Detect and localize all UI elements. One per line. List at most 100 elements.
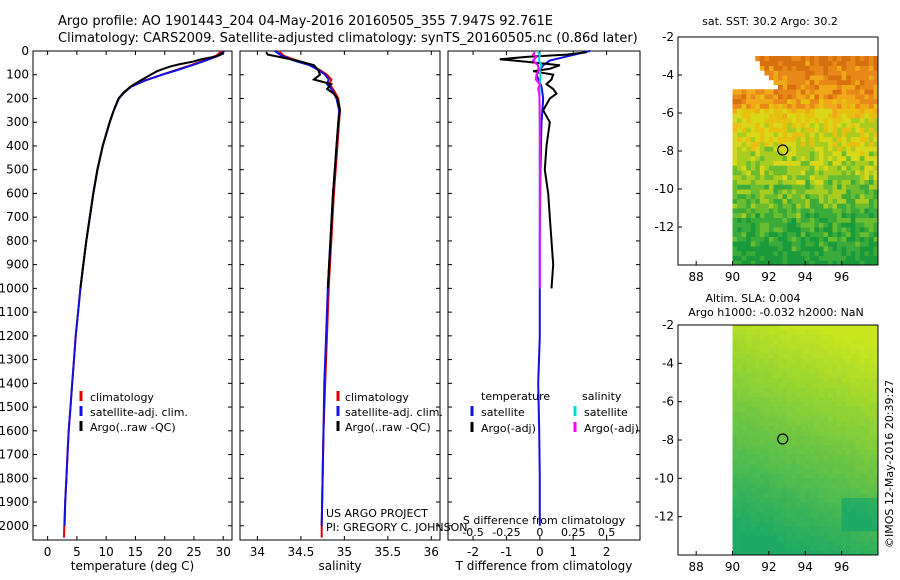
map-cell — [778, 160, 783, 166]
map-cell — [864, 113, 870, 119]
map-cell — [832, 334, 838, 340]
map-cell — [746, 377, 752, 383]
map-cell — [814, 377, 820, 383]
x-tick-label: 36 — [424, 545, 439, 559]
map-cell — [841, 372, 847, 379]
map-cell — [859, 492, 865, 498]
map-cell — [859, 507, 865, 513]
map-cell — [764, 70, 770, 76]
map-cell — [805, 521, 811, 527]
map-cell — [755, 246, 761, 252]
map-cell — [828, 358, 833, 364]
map-cell — [800, 203, 806, 209]
map-cell — [864, 117, 870, 123]
map-cell — [809, 339, 815, 345]
map-cell — [750, 511, 756, 518]
map-cell — [768, 94, 774, 100]
map-title: Altim. SLA: 0.004 — [705, 292, 800, 305]
map-cell — [873, 231, 879, 237]
map-cell — [859, 377, 865, 383]
map-cell — [818, 329, 824, 335]
map-cell — [741, 165, 747, 171]
map-cell — [846, 250, 852, 256]
y-tick-label: 900 — [6, 258, 29, 272]
map-cell — [837, 179, 842, 185]
map-cell — [732, 329, 738, 335]
map-cell — [873, 459, 879, 465]
map-cell — [868, 84, 874, 90]
map-cell — [873, 464, 879, 470]
map-cell — [737, 497, 742, 503]
map-cell — [764, 353, 770, 359]
map-cell — [791, 464, 797, 470]
map-cell — [737, 387, 742, 393]
map-cell — [741, 260, 747, 266]
map-cell — [782, 151, 788, 157]
map-cell — [873, 184, 879, 190]
map-cell — [855, 516, 861, 522]
map-cell — [837, 122, 842, 128]
map-cell — [805, 411, 811, 417]
map-cell — [850, 98, 856, 104]
map-cell — [787, 401, 792, 407]
map-cell — [828, 98, 833, 104]
map-cell — [832, 349, 838, 355]
map-cell — [837, 353, 842, 359]
map-cell — [809, 344, 815, 350]
map-cell — [873, 535, 879, 541]
map-cell — [778, 492, 783, 498]
map-cell — [855, 377, 861, 383]
map-cell — [782, 329, 788, 335]
map-cell — [778, 325, 783, 331]
map-cell — [750, 146, 756, 152]
map-cell — [778, 108, 783, 114]
map-cell — [832, 344, 838, 350]
map-cell — [873, 550, 879, 556]
map-cell — [850, 136, 856, 142]
map-cell — [846, 193, 852, 199]
map-cell — [823, 141, 829, 147]
map-cell — [832, 198, 838, 204]
map-cell — [809, 103, 815, 109]
map-cell — [846, 60, 852, 66]
map-cell — [773, 222, 779, 228]
map-cell — [787, 184, 792, 190]
map-cell — [746, 502, 752, 508]
map-cell — [759, 127, 765, 133]
map-cell — [787, 473, 792, 479]
map-cell — [750, 377, 756, 383]
map-cell — [791, 363, 797, 369]
map-cell — [791, 84, 797, 90]
map-cell — [732, 425, 738, 431]
map-cell — [873, 70, 879, 76]
map-cell — [755, 98, 761, 104]
map-cell — [809, 89, 815, 95]
y-tick-label: -10 — [654, 471, 674, 485]
map-cell — [755, 387, 761, 393]
map-cell — [791, 396, 797, 403]
map-cell — [859, 108, 865, 114]
map-cell — [832, 141, 838, 147]
map-cell — [873, 236, 879, 242]
map-cell — [828, 113, 833, 119]
map-cell — [859, 487, 865, 494]
map-cell — [800, 250, 806, 256]
map-cell — [868, 377, 874, 383]
map-cell — [805, 454, 811, 460]
x-tick-label: 15 — [128, 545, 143, 559]
map-cell — [759, 334, 765, 340]
map-cell — [746, 103, 752, 109]
map-cell — [846, 325, 852, 331]
map-cell — [855, 473, 861, 479]
map-cell — [846, 459, 852, 465]
map-cell — [741, 174, 747, 180]
map-cell — [823, 227, 829, 233]
map-cell — [805, 358, 811, 364]
map-cell — [828, 160, 833, 166]
map-cell — [868, 329, 874, 335]
map-cell — [800, 349, 806, 355]
map-cell — [846, 468, 852, 474]
map-cell — [741, 208, 747, 214]
map-cell — [755, 502, 761, 508]
map-cell — [787, 507, 792, 513]
